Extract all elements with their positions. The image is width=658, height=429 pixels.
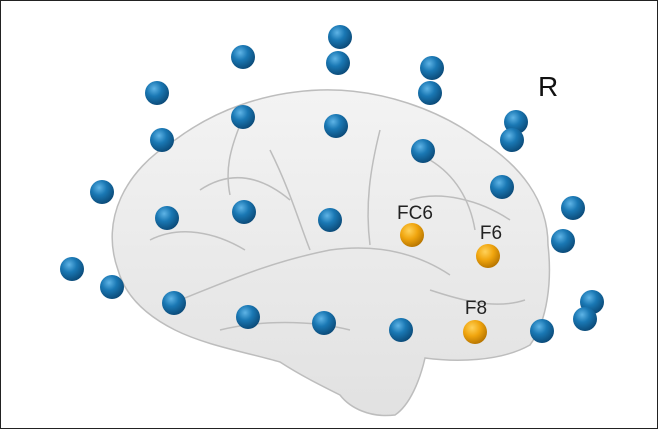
electrode [155, 206, 179, 230]
electrode [318, 208, 342, 232]
electrode [236, 305, 260, 329]
electrode [232, 200, 256, 224]
diagram: R FC6 F6 F8 [0, 0, 658, 429]
electrode [100, 275, 124, 299]
electrode [420, 56, 444, 80]
electrode [324, 114, 348, 138]
electrode-label: FC6 [397, 203, 433, 224]
electrode [551, 229, 575, 253]
electrode [312, 311, 336, 335]
electrode [162, 291, 186, 315]
electrode [145, 81, 169, 105]
electrode [411, 139, 435, 163]
hemisphere-label: R [538, 71, 558, 102]
electrode [328, 25, 352, 49]
electrode [530, 319, 554, 343]
electrode [90, 180, 114, 204]
electrode [231, 45, 255, 69]
electrode [490, 175, 514, 199]
electrode-label: F8 [465, 298, 487, 319]
electrode [500, 128, 524, 152]
electrode-label: F6 [480, 223, 502, 244]
electrode [561, 196, 585, 220]
electrode [476, 244, 500, 268]
electrode [463, 320, 487, 344]
electrode [389, 318, 413, 342]
electrode [60, 257, 84, 281]
electrode [400, 223, 424, 247]
electrode [418, 81, 442, 105]
electrode [326, 51, 350, 75]
electrode [231, 105, 255, 129]
page: {"hemisphere_label": "R", "electrodes": … [0, 0, 658, 429]
electrode [573, 307, 597, 331]
electrode [150, 128, 174, 152]
